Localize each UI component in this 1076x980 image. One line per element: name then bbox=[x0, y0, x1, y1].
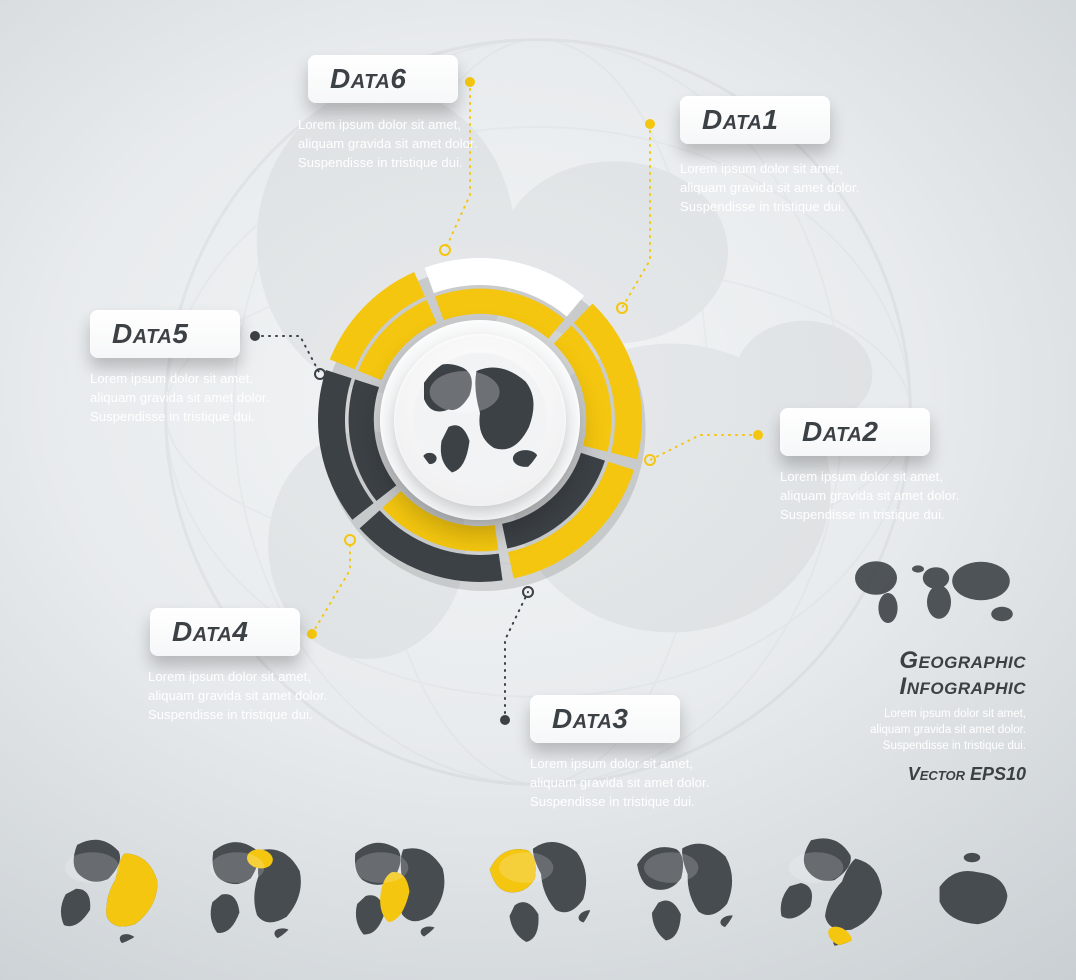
callout-label-6: Data6 bbox=[330, 63, 406, 94]
callout-card-2: Data2 bbox=[780, 408, 930, 456]
callout-card-6: Data6 bbox=[308, 55, 458, 103]
callout-dot-3 bbox=[500, 715, 510, 725]
callout-lorem-2: Lorem ipsum dolor sit amet,aliquam gravi… bbox=[780, 468, 1020, 525]
callout-card-4: Data4 bbox=[150, 608, 300, 656]
mini-globe-asia bbox=[45, 831, 163, 949]
branding-title-2: Infographic bbox=[900, 673, 1026, 700]
vector-label: Vector EPS10 bbox=[846, 764, 1026, 785]
callout-card-1: Data1 bbox=[680, 96, 830, 144]
globe-icon bbox=[410, 350, 550, 490]
callout-dot-1 bbox=[645, 119, 655, 129]
branding-lorem: Lorem ipsum dolor sit amet,aliquam gravi… bbox=[846, 706, 1026, 754]
mini-globe-africa bbox=[334, 831, 452, 949]
callout-label-1: Data1 bbox=[702, 104, 778, 135]
callout-lorem-6: Lorem ipsum dolor sit amet,aliquam gravi… bbox=[298, 116, 538, 173]
callout-label-4: Data4 bbox=[172, 616, 248, 647]
callout-label-3: Data3 bbox=[552, 703, 628, 734]
center-disc bbox=[380, 320, 580, 520]
callout-dot-4 bbox=[307, 629, 317, 639]
connector-2 bbox=[650, 435, 758, 460]
callout-dot-2 bbox=[753, 430, 763, 440]
globe-strip bbox=[0, 820, 1076, 960]
infographic-stage: Data1 Lorem ipsum dolor sit amet,aliquam … bbox=[0, 0, 1076, 980]
callout-lorem-5: Lorem ipsum dolor sit amet,aliquam gravi… bbox=[90, 370, 330, 427]
donut-chart bbox=[300, 240, 660, 600]
callout-card-5: Data5 bbox=[90, 310, 240, 358]
mini-globe-europe bbox=[190, 831, 308, 949]
callout-card-3: Data3 bbox=[530, 695, 680, 743]
mini-globe-oceania bbox=[769, 831, 887, 949]
mini-globe-antarctica bbox=[913, 831, 1031, 949]
branding-block: Geographic Infographic Lorem ipsum dolor… bbox=[846, 551, 1026, 785]
callout-label-2: Data2 bbox=[802, 416, 878, 447]
callout-lorem-4: Lorem ipsum dolor sit amet,aliquam gravi… bbox=[148, 668, 388, 725]
callout-lorem-3: Lorem ipsum dolor sit amet,aliquam gravi… bbox=[530, 755, 770, 812]
callout-dot-5 bbox=[250, 331, 260, 341]
mini-globe-north-america bbox=[479, 831, 597, 949]
callout-dot-6 bbox=[465, 77, 475, 87]
world-map-icon bbox=[846, 551, 1026, 635]
callout-label-5: Data5 bbox=[112, 318, 188, 349]
connector-3 bbox=[505, 592, 528, 720]
callout-lorem-1: Lorem ipsum dolor sit amet,aliquam gravi… bbox=[680, 160, 920, 217]
branding-title-1: Geographic bbox=[899, 647, 1026, 674]
mini-globe-south-america bbox=[624, 831, 742, 949]
